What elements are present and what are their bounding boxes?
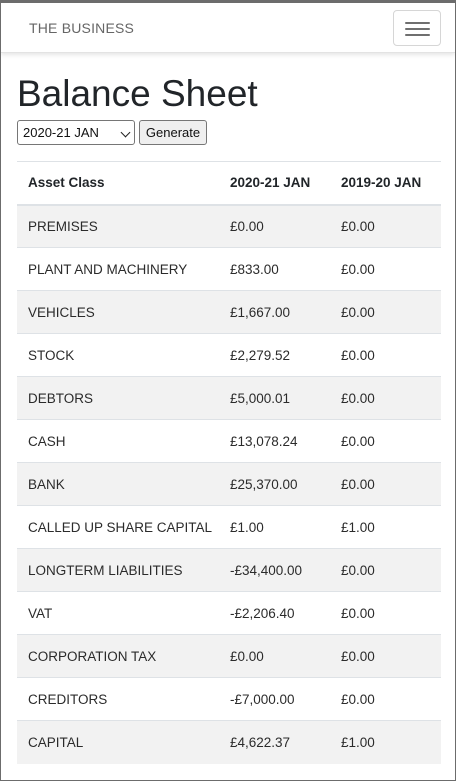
- cell-current-period: £0.00: [219, 634, 330, 678]
- cell-asset-class: CORPORATION TAX: [17, 634, 219, 678]
- column-header-prior-period[interactable]: 2019-20 JAN: [330, 161, 441, 206]
- cell-current-period: £2,279.52: [219, 333, 330, 377]
- table-row: PREMISES £0.00 £0.00: [17, 204, 441, 248]
- cell-prior-period: £0.00: [330, 548, 441, 592]
- cell-current-period: -£7,000.00: [219, 677, 330, 721]
- navbar: THE BUSINESS: [1, 3, 455, 53]
- hamburger-icon-line: [405, 22, 430, 24]
- brand-link[interactable]: THE BUSINESS: [29, 20, 135, 36]
- column-header-current-period[interactable]: 2020-21 JAN: [219, 161, 330, 206]
- page-title: Balance Sheet: [17, 73, 258, 114]
- cell-asset-class: STOCK: [17, 333, 219, 377]
- cell-asset-class: VAT: [17, 591, 219, 635]
- cell-prior-period: £0.00: [330, 591, 441, 635]
- table-row: CAPITAL £4,622.37 £1.00: [17, 720, 441, 764]
- table-row: CREDITORS -£7,000.00 £0.00: [17, 677, 441, 721]
- cell-asset-class: DEBTORS: [17, 376, 219, 420]
- menu-toggle-button[interactable]: [393, 10, 441, 46]
- cell-asset-class: LONGTERM LIABILITIES: [17, 548, 219, 592]
- cell-current-period: -£34,400.00: [219, 548, 330, 592]
- cell-current-period: £13,078.24: [219, 419, 330, 463]
- period-select-value: 2020-21 JAN: [23, 125, 99, 140]
- table-row: PLANT AND MACHINERY £833.00 £0.00: [17, 247, 441, 291]
- hamburger-icon-line: [405, 34, 430, 36]
- table-header-row: Asset Class 2020-21 JAN 2019-20 JAN: [17, 161, 441, 206]
- cell-prior-period: £0.00: [330, 204, 441, 248]
- cell-prior-period: £0.00: [330, 376, 441, 420]
- period-select[interactable]: 2020-21 JAN: [17, 120, 135, 145]
- column-header-asset-class[interactable]: Asset Class: [17, 161, 219, 206]
- table-row: BANK £25,370.00 £0.00: [17, 462, 441, 506]
- cell-current-period: £25,370.00: [219, 462, 330, 506]
- generate-button[interactable]: Generate: [139, 120, 207, 145]
- cell-current-period: £1.00: [219, 505, 330, 549]
- cell-asset-class: BANK: [17, 462, 219, 506]
- cell-asset-class: VEHICLES: [17, 290, 219, 334]
- cell-prior-period: £0.00: [330, 247, 441, 291]
- cell-prior-period: £1.00: [330, 505, 441, 549]
- cell-prior-period: £1.00: [330, 720, 441, 764]
- cell-current-period: £5,000.01: [219, 376, 330, 420]
- table-row: CORPORATION TAX £0.00 £0.00: [17, 634, 441, 678]
- cell-current-period: £4,622.37: [219, 720, 330, 764]
- cell-asset-class: CALLED UP SHARE CAPITAL: [17, 505, 219, 549]
- cell-prior-period: £0.00: [330, 677, 441, 721]
- table-row: VAT -£2,206.40 £0.00: [17, 591, 441, 635]
- cell-asset-class: PREMISES: [17, 204, 219, 248]
- table-row: LONGTERM LIABILITIES -£34,400.00 £0.00: [17, 548, 441, 592]
- table-row: CALLED UP SHARE CAPITAL £1.00 £1.00: [17, 505, 441, 549]
- cell-current-period: £833.00: [219, 247, 330, 291]
- cell-asset-class: CAPITAL: [17, 720, 219, 764]
- cell-asset-class: CREDITORS: [17, 677, 219, 721]
- hamburger-icon-line: [405, 28, 430, 30]
- table-row: DEBTORS £5,000.01 £0.00: [17, 376, 441, 420]
- cell-prior-period: £0.00: [330, 634, 441, 678]
- cell-prior-period: £0.00: [330, 290, 441, 334]
- cell-prior-period: £0.00: [330, 333, 441, 377]
- table-row: CASH £13,078.24 £0.00: [17, 419, 441, 463]
- cell-prior-period: £0.00: [330, 419, 441, 463]
- cell-current-period: £1,667.00: [219, 290, 330, 334]
- cell-asset-class: CASH: [17, 419, 219, 463]
- chevron-down-icon: [120, 127, 131, 138]
- table-row: STOCK £2,279.52 £0.00: [17, 333, 441, 377]
- cell-prior-period: £0.00: [330, 462, 441, 506]
- cell-current-period: £0.00: [219, 204, 330, 248]
- cell-current-period: -£2,206.40: [219, 591, 330, 635]
- table-row: VEHICLES £1,667.00 £0.00: [17, 290, 441, 334]
- cell-asset-class: PLANT AND MACHINERY: [17, 247, 219, 291]
- balance-sheet-table: Asset Class 2020-21 JAN 2019-20 JAN PREM…: [17, 161, 441, 764]
